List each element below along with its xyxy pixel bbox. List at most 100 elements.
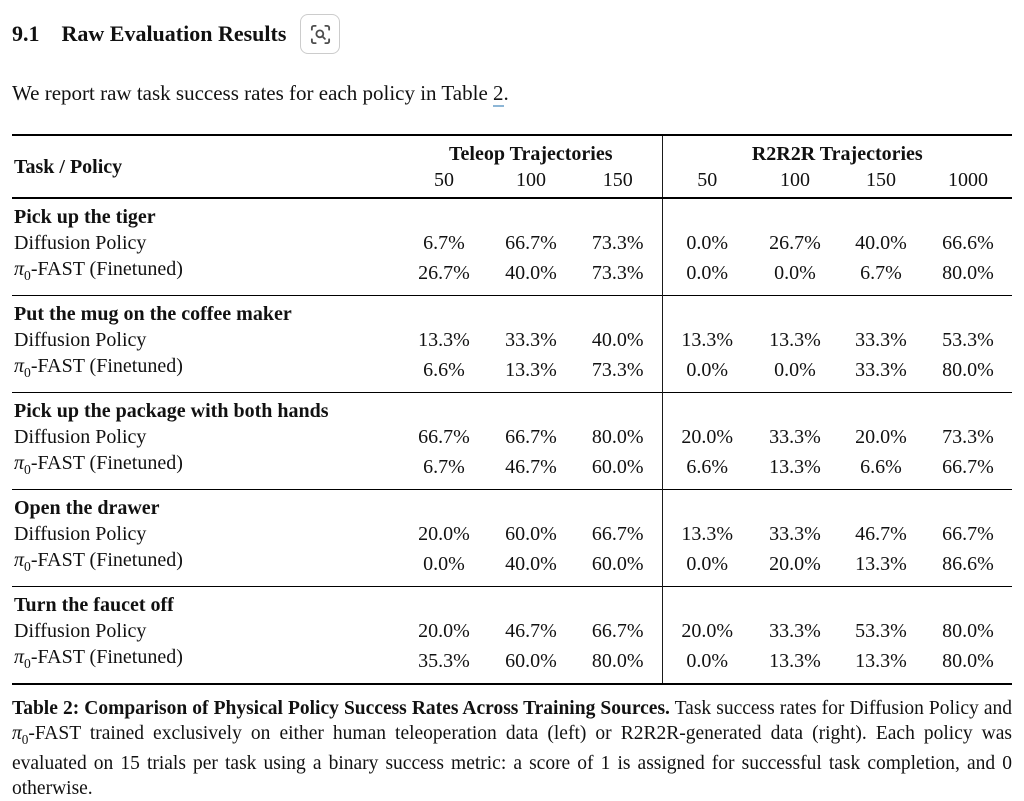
success-rate-cell: 40.0% [591, 329, 644, 351]
success-rate-cell: 33.3% [769, 620, 821, 642]
section-number: 9.1 [12, 21, 40, 46]
policy-row: π0-FAST (Finetuned) 26.7% 40.0% 73.3% 0.0% 0.… [12, 256, 1012, 296]
success-rate-cell: 26.7% [418, 261, 470, 284]
policy-row: Diffusion Policy 20.0% 46.7% 66.7% 20.0% 33.3… [12, 618, 1012, 644]
policy-row: π0-FAST (Finetuned) 35.3% 60.0% 80.0% 0.0% 13… [12, 644, 1012, 684]
success-rate-cell: 0.0% [774, 261, 816, 284]
policy-name: Diffusion Policy [14, 523, 147, 545]
success-rate-cell: 66.7% [942, 523, 994, 545]
task-name: Turn the faucet off [12, 586, 663, 618]
task-name: Pick up the tiger [14, 206, 156, 228]
success-rate-cell: 33.3% [769, 523, 821, 545]
column-header-r2r2r-1000: 1000 [924, 167, 1013, 199]
success-rate-cell: 73.3% [591, 358, 644, 381]
success-rate-cell: 80.0% [591, 649, 644, 672]
spacer-cell [661, 392, 1013, 424]
column-group-teleop: Teleop Trajectories [449, 143, 613, 165]
column-group-r2r2r: R2R2R Trajectories [661, 135, 1013, 167]
policy-name: π0-FAST (Finetuned) [14, 646, 183, 671]
scan-search-icon [309, 23, 332, 46]
policy-name: Diffusion Policy [14, 232, 147, 254]
success-rate-cell: 20.0% [855, 426, 907, 448]
success-rate-cell: 46.7% [505, 620, 557, 642]
policy-name: π0-FAST (Finetuned) [14, 549, 183, 574]
success-rate-cell: 20.0% [661, 424, 753, 450]
success-rate-cell: 80.0% [942, 358, 994, 381]
column-header-teleop-50: 50 [400, 167, 488, 199]
success-rate-cell: 80.0% [942, 261, 994, 284]
success-rate-cell: 35.3% [418, 649, 470, 672]
policy-name: Diffusion Policy [14, 620, 147, 642]
intro-text: We report raw task success rates for eac… [12, 81, 494, 105]
success-rate-cell: 0.0% [774, 358, 816, 381]
success-rate-cell: 13.3% [769, 455, 821, 478]
success-rate-cell: 53.3% [855, 620, 907, 642]
success-rate-cell: 26.7% [769, 232, 821, 254]
task-group-row: Pick up the tiger [12, 198, 1013, 230]
success-rate-cell: 6.7% [860, 261, 902, 284]
policy-row: π0-FAST (Finetuned) 6.7% 46.7% 60.0% 6.6% 13.… [12, 450, 1012, 490]
success-rate-cell: 80.0% [942, 649, 994, 672]
task-name: Open the drawer [12, 489, 663, 521]
success-rate-cell: 46.7% [855, 523, 907, 545]
task-group-row: Pick up the package with both hands [12, 392, 1013, 424]
policy-name: Diffusion Policy [14, 329, 147, 351]
section-heading: 9.1 Raw Evaluation Results [12, 14, 1012, 54]
column-header-task-policy: Task / Policy [12, 135, 400, 199]
success-rate-cell: 0.0% [423, 552, 465, 575]
policy-name: Diffusion Policy [14, 426, 147, 448]
success-rate-cell: 33.3% [855, 329, 907, 351]
task-name: Put the mug on the coffee maker [12, 295, 663, 327]
success-rate-cell: 13.3% [661, 521, 753, 547]
success-rate-cell: 66.6% [942, 232, 994, 254]
success-rate-cell: 33.3% [855, 358, 907, 381]
policy-name: π0-FAST (Finetuned) [14, 355, 183, 380]
section-title: Raw Evaluation Results [61, 21, 287, 46]
column-header-r2r2r-100: 100 [752, 167, 839, 199]
success-rate-cell: 13.3% [855, 552, 907, 575]
success-rate-cell: 0.0% [661, 230, 753, 256]
task-group-row: Open the drawer [12, 489, 1013, 521]
success-rate-cell: 13.3% [855, 649, 907, 672]
header-group-row: Task / Policy Teleop Trajectories R2R2R … [12, 135, 1013, 199]
success-rate-cell: 53.3% [942, 329, 994, 351]
success-rate-cell: 40.0% [855, 232, 907, 254]
column-header-r2r2r-150: 150 [838, 167, 925, 199]
policy-row: Diffusion Policy 13.3% 33.3% 40.0% 13.3% 13.3… [12, 327, 1012, 353]
task-group-row: Turn the faucet off [12, 586, 1013, 618]
success-rate-cell: 20.0% [418, 523, 470, 545]
inspect-figure-button[interactable] [300, 14, 341, 54]
success-rate-cell: 33.3% [505, 329, 557, 351]
intro-text-end: . [503, 81, 509, 105]
success-rate-cell: 0.0% [661, 353, 753, 393]
caption-title: Table 2: Comparison of Physical Policy S… [12, 698, 670, 719]
success-rate-cell: 6.6% [661, 450, 753, 490]
table-caption: Table 2: Comparison of Physical Policy S… [12, 697, 1012, 801]
header-counts-row: 50 100 150 50 100 150 1000 [12, 167, 1013, 199]
policy-name: π0-FAST (Finetuned) [14, 452, 183, 477]
success-rate-cell: 66.7% [942, 455, 994, 478]
success-rate-cell: 20.0% [769, 552, 821, 575]
success-rate-cell: 73.3% [591, 232, 644, 254]
success-rate-cell: 6.6% [860, 455, 902, 478]
task-group-row: Put the mug on the coffee maker [12, 295, 1013, 327]
success-rate-cell: 13.3% [769, 649, 821, 672]
success-rate-cell: 40.0% [505, 261, 557, 284]
table-2-link[interactable]: 2 [493, 81, 504, 107]
spacer-cell [661, 198, 1013, 230]
results-table-body: Pick up the tiger Diffusion Policy 6.7% 66.… [12, 198, 1013, 684]
spacer-cell [661, 295, 1013, 327]
success-rate-cell: 13.3% [769, 329, 821, 351]
success-rate-cell: 66.7% [505, 426, 557, 448]
success-rate-cell: 60.0% [591, 552, 644, 575]
column-header-teleop-150: 150 [574, 167, 663, 199]
policy-row: Diffusion Policy 66.7% 66.7% 80.0% 20.0% 33.3… [12, 424, 1012, 450]
success-rate-cell: 66.7% [505, 232, 557, 254]
success-rate-cell: 66.7% [591, 523, 644, 545]
success-rate-cell: 60.0% [505, 649, 557, 672]
success-rate-cell: 6.6% [423, 358, 465, 381]
policy-name: π0-FAST (Finetuned) [14, 258, 183, 283]
column-header-r2r2r-50: 50 [661, 167, 753, 199]
success-rate-cell: 73.3% [591, 261, 644, 284]
policy-row: Diffusion Policy 6.7% 66.7% 73.3% 0.0% 26.7% 4… [12, 230, 1012, 256]
